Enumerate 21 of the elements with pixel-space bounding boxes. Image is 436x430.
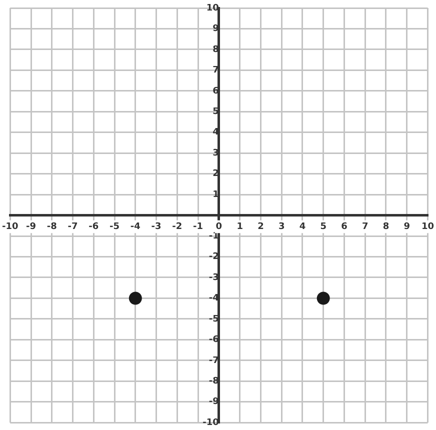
x-tick-label: 0 [216, 222, 222, 232]
x-tick-label: -6 [88, 222, 99, 232]
x-tick-label: 2 [258, 222, 264, 232]
x-tick-label: 1 [236, 222, 243, 232]
x-tick-label: -10 [2, 222, 18, 232]
x-tick-label: 8 [382, 222, 390, 232]
x-tick-label: 3 [278, 222, 285, 232]
x-tick-label: -8 [46, 222, 57, 232]
x-tick-label: 9 [404, 222, 410, 232]
x-tick-label: 10 [421, 222, 434, 232]
x-tick-label: -5 [110, 222, 120, 232]
x-tick-label: -7 [68, 222, 78, 232]
x-tick-label: 4 [299, 222, 306, 232]
x-tick-label: -3 [151, 222, 162, 232]
x-tick-label: -4 [130, 222, 140, 232]
x-tick-label: 7 [362, 222, 368, 232]
x-tick-label: -2 [172, 222, 182, 232]
x-tick-label: -9 [26, 222, 36, 232]
x-tick-label: 5 [320, 222, 326, 232]
x-tick-label: -1 [193, 222, 204, 232]
x-tick-label: 6 [341, 222, 348, 232]
